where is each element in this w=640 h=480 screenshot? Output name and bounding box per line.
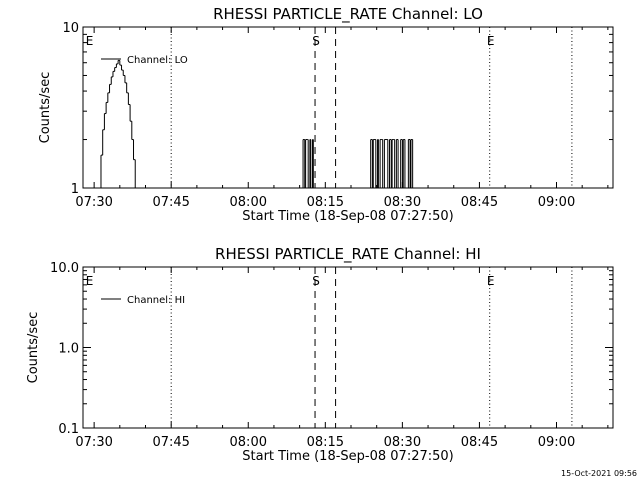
chart-title: RHESSI PARTICLE_RATE Channel: LO: [213, 5, 483, 24]
event-marker-label: E: [487, 274, 495, 288]
y-tick-label: 10.0: [50, 261, 79, 276]
event-marker-label: E: [86, 274, 94, 288]
x-tick-label: 08:00: [230, 195, 267, 210]
x-tick-label: 08:30: [384, 435, 421, 450]
event-marker-label: S: [312, 274, 320, 288]
y-axis-label: Counts/sec: [26, 312, 41, 384]
event-marker-label: E: [86, 34, 94, 48]
event-marker-label: S: [312, 34, 320, 48]
hi-channel-panel: RHESSI PARTICLE_RATE Channel: HI 07:30 07:…: [26, 245, 614, 464]
y-axis-label: Counts/sec: [38, 72, 53, 144]
legend-label: Channel: LO: [127, 55, 188, 66]
x-tick-label: 09:00: [538, 435, 575, 450]
lo-channel-panel: RHESSI PARTICLE_RATE Channel: LO 07:30 07:…: [38, 5, 614, 224]
plot-frame: [82, 266, 614, 429]
x-tick-label: 07:45: [152, 435, 189, 450]
y-tick-label: 1: [71, 182, 79, 197]
x-tick-label: 09:00: [538, 195, 575, 210]
x-axis-label: Start Time (18-Sep-08 07:27:50): [242, 209, 453, 224]
plot-frame: [82, 26, 614, 189]
x-tick-label: 07:30: [75, 195, 112, 210]
chart-title: RHESSI PARTICLE_RATE Channel: HI: [215, 245, 481, 264]
x-tick-label: 08:45: [461, 435, 498, 450]
x-tick-label: 07:30: [75, 435, 112, 450]
event-marker-label: E: [487, 34, 495, 48]
x-axis-label: Start Time (18-Sep-08 07:27:50): [242, 449, 453, 464]
x-tick-label: 08:15: [307, 435, 344, 450]
timestamp-label: 15-Oct-2021 09:56: [561, 469, 637, 478]
legend-label: Channel: HI: [127, 295, 185, 306]
x-tick-label: 08:30: [384, 195, 421, 210]
x-tick-label: 08:00: [230, 435, 267, 450]
x-tick-label: 07:45: [152, 195, 189, 210]
x-tick-label: 08:45: [461, 195, 498, 210]
y-tick-label: 1.0: [58, 342, 79, 357]
x-tick-label: 08:15: [307, 195, 344, 210]
y-tick-label: 0.1: [58, 422, 79, 437]
y-tick-label: 10: [62, 21, 79, 36]
